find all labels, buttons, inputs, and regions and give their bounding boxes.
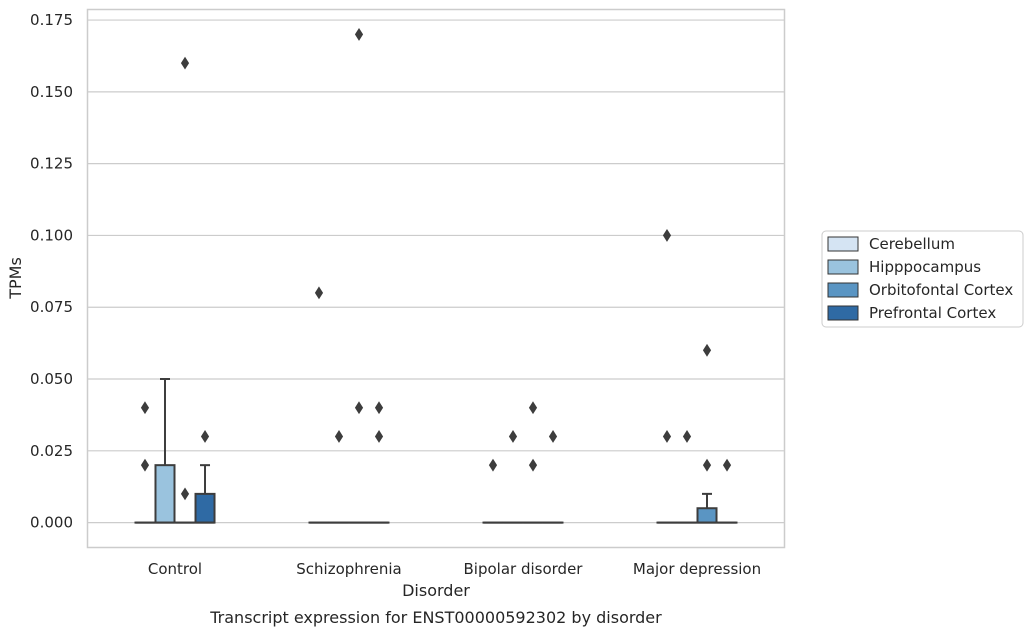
outlier-point <box>662 430 672 443</box>
legend-swatch <box>827 236 859 252</box>
outlier-point <box>548 430 558 443</box>
outlier-point <box>682 430 692 443</box>
outlier-point <box>354 401 364 415</box>
outlier-point <box>528 401 538 415</box>
outlier-point <box>662 228 672 242</box>
outliers <box>140 27 732 501</box>
x-tick-label: Control <box>148 560 202 578</box>
outlier-point <box>180 487 190 501</box>
y-tick-label: 0.075 <box>30 298 73 316</box>
box-body <box>194 492 216 524</box>
y-tick-label: 0.100 <box>30 226 73 244</box>
box-2-3 <box>696 492 718 524</box>
box-1-0 <box>154 378 176 524</box>
outlier-point <box>140 458 150 472</box>
outlier-point <box>508 430 518 443</box>
y-tick-label: 0.175 <box>30 11 73 29</box>
figure-caption: Transcript expression for ENST0000059230… <box>209 608 662 627</box>
x-tick-label: Schizophrenia <box>296 560 401 578</box>
outlier-point <box>200 430 210 443</box>
x-tick-label: Major depression <box>633 560 761 578</box>
y-tick-label: 0.150 <box>30 83 73 101</box>
outlier-point <box>314 286 324 300</box>
y-tick-label: 0.025 <box>30 442 73 460</box>
outlier-point <box>722 458 732 472</box>
legend-label: Orbitofontal Cortex <box>869 281 1013 299</box>
outlier-point <box>702 458 712 472</box>
box-3-0 <box>194 464 216 524</box>
legend-swatch <box>827 259 859 275</box>
y-tick-label: 0.050 <box>30 370 73 388</box>
legend-label: Prefrontal Cortex <box>869 304 996 322</box>
legend-frame <box>821 230 1024 328</box>
outlier-point <box>140 401 150 415</box>
outlier-point <box>702 343 712 357</box>
y-tick-label: 0.000 <box>30 514 73 532</box>
outlier-point <box>180 56 190 70</box>
legend-swatch <box>827 282 859 298</box>
box-body <box>696 507 718 524</box>
y-axis-label: TPMs <box>6 257 25 300</box>
outlier-point <box>488 458 498 472</box>
x-tick-labels: Control Schizophrenia Bipolar disorder Majo… <box>148 560 761 578</box>
legend-swatch <box>827 305 859 321</box>
legend-label: Cerebellum <box>869 235 955 253</box>
outlier-point <box>528 458 538 472</box>
y-tick-labels: 0.000 0.025 0.050 0.075 0.100 0.125 0.150 0.175 <box>30 11 73 532</box>
outlier-point <box>374 430 384 443</box>
legend: Cerebellum Hipppocampus Orbitofontal Corte… <box>821 230 1024 328</box>
x-axis-label: Disorder <box>402 581 470 600</box>
x-tick-label: Bipolar disorder <box>464 560 584 578</box>
outlier-point <box>354 27 364 41</box>
legend-label: Hipppocampus <box>869 258 981 276</box>
outlier-point <box>374 401 384 415</box>
y-tick-label: 0.125 <box>30 155 73 173</box>
boxes <box>134 378 738 524</box>
plot-frame <box>86 8 786 549</box>
outlier-point <box>334 430 344 443</box>
box-body <box>154 464 176 524</box>
